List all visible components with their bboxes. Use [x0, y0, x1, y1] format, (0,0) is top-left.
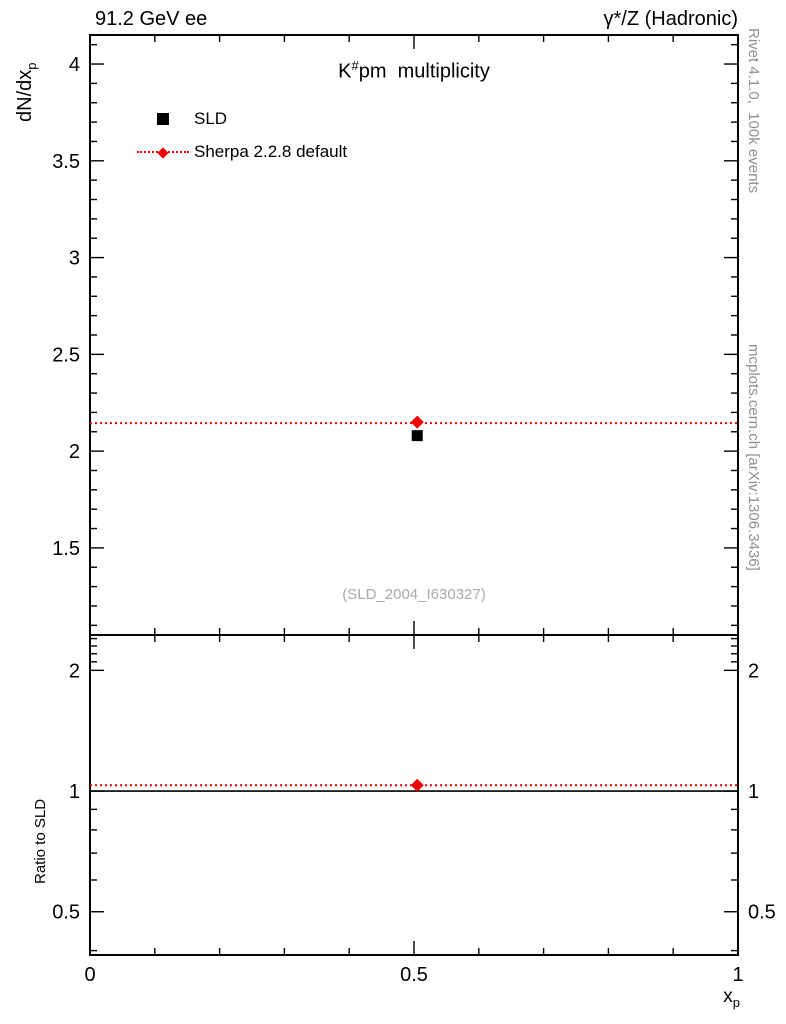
svg-text:4: 4 — [69, 54, 80, 76]
sherpa-diamond-line-marker-icon — [132, 146, 194, 159]
svg-text:0.5: 0.5 — [748, 902, 776, 924]
plot-title: K#pm multiplicity — [90, 58, 738, 84]
svg-text:1: 1 — [732, 964, 743, 986]
svg-text:3: 3 — [69, 248, 80, 270]
svg-text:1.5: 1.5 — [52, 538, 80, 560]
svg-text:0: 0 — [84, 964, 95, 986]
x-axis-label-base: x — [723, 986, 733, 1007]
svg-text:2: 2 — [69, 660, 80, 682]
plot-title-base: K — [338, 60, 352, 83]
x-axis-label: xp — [540, 986, 740, 1010]
legend-label-sherpa: Sherpa 2.2.8 default — [194, 141, 348, 161]
mcplots-reference-note: mcplots.cern.ch [arXiv:1306.3436] — [745, 344, 762, 571]
legend-entry-sherpa: Sherpa 2.2.8 default — [132, 135, 347, 168]
sld-square-marker-icon — [132, 112, 194, 125]
plot-title-rest: pm multiplicity — [358, 60, 490, 83]
process-label: γ*/Z (Hadronic) — [603, 8, 738, 30]
y-axis-label-ratio: Ratio to SLD — [32, 798, 49, 884]
svg-text:2.5: 2.5 — [52, 344, 80, 366]
plot-title-sup: # — [351, 58, 359, 73]
svg-text:1: 1 — [69, 781, 80, 803]
x-axis-label-sub: p — [732, 994, 740, 1010]
legend-label-sld: SLD — [194, 108, 228, 128]
legend-entry-sld: SLD — [132, 102, 347, 135]
svg-text:0.5: 0.5 — [400, 964, 428, 986]
y-axis-label-main-sub: p — [24, 62, 39, 70]
svg-text:2: 2 — [69, 441, 80, 463]
svg-text:0.5: 0.5 — [52, 902, 80, 924]
legend: SLD Sherpa 2.2.8 default — [132, 102, 347, 168]
svg-text:1: 1 — [748, 781, 759, 803]
svg-text:2: 2 — [748, 660, 759, 682]
analysis-id-watermark: (SLD_2004_I630327) — [342, 586, 486, 603]
rivet-version-note: Rivet 4.1.0, 100k events — [745, 28, 762, 194]
beam-energy-label: 91.2 GeV ee — [95, 8, 208, 30]
y-axis-label-main: dN/dxp — [14, 63, 39, 122]
y-axis-label-main-base: dN/dx — [14, 69, 36, 122]
svg-text:3.5: 3.5 — [52, 151, 80, 173]
